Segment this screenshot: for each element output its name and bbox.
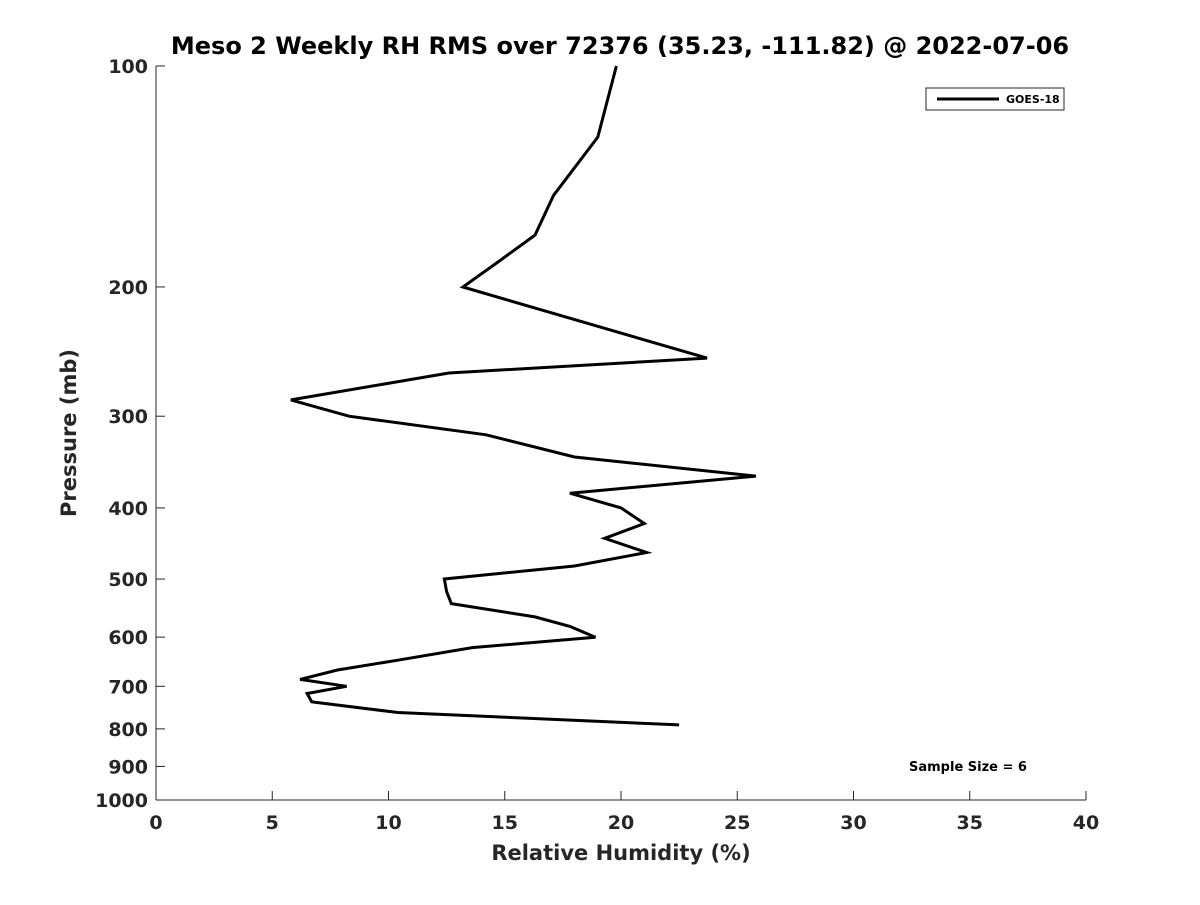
y-tick-label: 1000: [95, 790, 148, 812]
y-axis-ticks: 100 200 300 400 500 600 700 800 900 1000: [95, 56, 165, 812]
x-axis-label: Relative Humidity (%): [491, 841, 750, 865]
x-tick-label: 30: [840, 812, 866, 834]
chart-title: Meso 2 Weekly RH RMS over 72376 (35.23, …: [171, 32, 1069, 60]
y-tick-label: 700: [108, 676, 148, 698]
x-tick-label: 10: [375, 812, 401, 834]
y-tick-label: 300: [108, 406, 148, 428]
y-tick-label: 200: [108, 277, 148, 299]
series-layer: [290, 65, 757, 727]
legend-label: GOES-18: [1006, 93, 1060, 106]
x-tick-label: 0: [149, 812, 162, 834]
y-tick-label: 400: [108, 498, 148, 520]
x-axis-ticks: 0 5 10 15 20 25 30 35 40: [149, 791, 1099, 834]
x-tick-label: 40: [1073, 812, 1099, 834]
y-tick-label: 600: [108, 627, 148, 649]
x-tick-label: 20: [608, 812, 634, 834]
x-tick-label: 35: [957, 812, 983, 834]
x-tick-label: 15: [492, 812, 518, 834]
y-tick-label: 900: [108, 756, 148, 778]
y-tick-label: 500: [108, 569, 148, 591]
y-axis-label: Pressure (mb): [57, 349, 81, 517]
x-tick-label: 5: [266, 812, 279, 834]
x-tick-label: 25: [724, 812, 750, 834]
legend: GOES-18: [925, 87, 1065, 111]
sample-size-annotation: Sample Size = 6: [909, 760, 1027, 775]
y-tick-label: 100: [108, 56, 148, 78]
series-line-goes-18: [290, 65, 757, 727]
y-tick-label: 800: [108, 719, 148, 741]
